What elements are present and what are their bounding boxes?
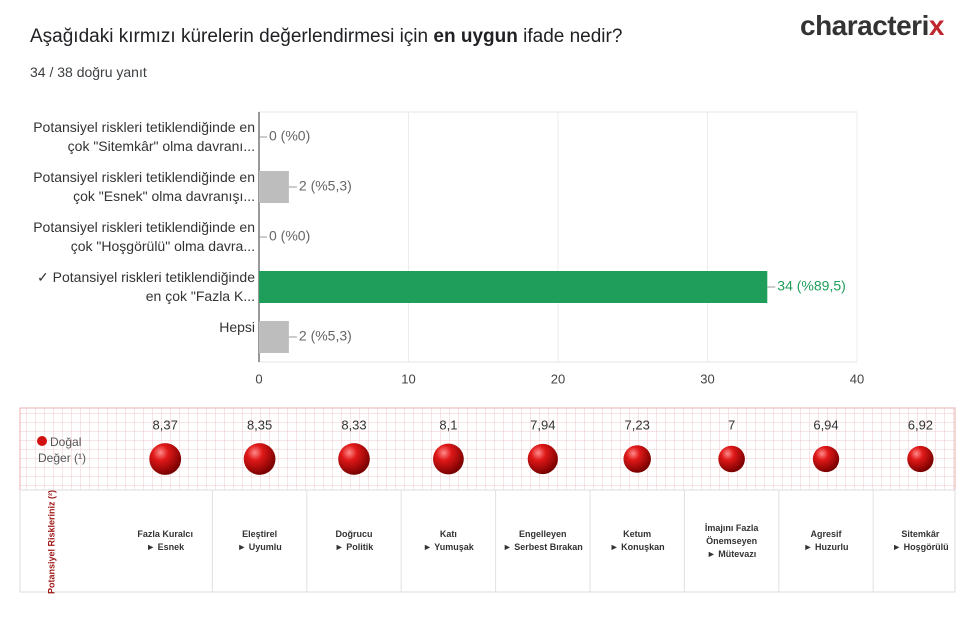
- subtitle: 34 / 38 doğru yanıt: [30, 64, 147, 80]
- category-name: Ketum: [623, 529, 652, 539]
- value-label: 8,37: [153, 417, 178, 432]
- category-counterpart: ► Esnek: [146, 542, 185, 552]
- dot: [338, 443, 370, 475]
- category: Katı ► Yumuşak: [404, 500, 492, 582]
- category: Agresif ► Huzurlu: [782, 500, 870, 582]
- category-counterpart: ► Huzurlu: [803, 542, 849, 552]
- dot: [433, 443, 464, 475]
- category-label: Hepsi: [219, 319, 255, 335]
- category-name: İmajını Fazla Önemseyen: [704, 522, 759, 546]
- x-tick-label: 10: [401, 371, 415, 386]
- category: Sitemkâr ► Hoşgörülü: [876, 500, 960, 582]
- value-label: 8,35: [247, 417, 272, 432]
- logo: characterix: [800, 10, 944, 42]
- x-tick-label: 30: [700, 371, 714, 386]
- category: İmajını Fazla Önemseyen ► Mütevazı: [688, 500, 776, 582]
- dot: [718, 445, 745, 473]
- category-name: Agresif: [810, 529, 842, 539]
- dot: [243, 443, 276, 475]
- bar: [259, 321, 289, 353]
- dot: [907, 445, 934, 473]
- x-tick-label: 0: [255, 371, 262, 386]
- category-label: ✓ Potansiyel riskleri tetiklendiğinde en…: [37, 269, 255, 304]
- value-label: 7,94: [530, 417, 555, 432]
- category-counterpart: ► Serbest Bırakan: [502, 542, 583, 552]
- value-label: 8,1: [439, 417, 457, 432]
- bar: [259, 171, 289, 203]
- category-name: Eleştirel: [242, 529, 278, 539]
- category-counterpart: ► Konuşkan: [609, 542, 665, 552]
- category-label: Potansiyel riskleri tetiklendiğinde en ç…: [33, 169, 255, 204]
- dot: [623, 445, 651, 473]
- value-label: 34 (%89,5): [777, 278, 845, 294]
- category-counterpart: ► Mütevazı: [706, 548, 757, 559]
- category: Doğrucu ► Politik: [310, 500, 398, 582]
- logo-part: x: [928, 10, 945, 41]
- category-counterpart: ► Politik: [334, 542, 374, 552]
- column-label: Potansiyel Riskleriniz (²): [46, 490, 56, 594]
- value-label: 7: [728, 417, 735, 432]
- category: Engelleyen ► Serbest Bırakan: [499, 500, 587, 582]
- bar: [259, 271, 768, 303]
- category-name: Fazla Kuralcı: [137, 529, 193, 539]
- dot: [812, 445, 840, 473]
- value-label: 0 (%0): [269, 228, 310, 244]
- category-panel: [19, 489, 956, 593]
- value-label: 7,23: [625, 417, 650, 432]
- category: Eleştirel ► Uyumlu: [216, 500, 304, 582]
- title-part: Aşağıdaki kırmızı kürelerin değerlendirm…: [30, 26, 434, 47]
- question-title: Aşağıdaki kırmızı kürelerin değerlendirm…: [30, 26, 622, 48]
- title-part: en uygun: [433, 26, 518, 47]
- value-label: 2 (%5,3): [299, 178, 352, 194]
- value-label: 2 (%5,3): [299, 328, 352, 344]
- category-counterpart: ► Uyumlu: [237, 542, 282, 552]
- category-name: Katı: [439, 529, 457, 539]
- value-label: 0 (%0): [269, 128, 310, 144]
- value-label: 6,92: [908, 417, 933, 432]
- value-label: 6,94: [813, 417, 838, 432]
- dot: [527, 443, 558, 475]
- value-label: 8,33: [341, 417, 366, 432]
- category-label: Potansiyel riskleri tetiklendiğinde en ç…: [33, 219, 255, 254]
- row-label: Doğal Değer (¹): [38, 435, 87, 465]
- x-tick-label: 40: [850, 371, 864, 386]
- category-name: Doğrucu: [335, 529, 373, 539]
- x-tick-label: 20: [551, 371, 565, 386]
- category-name: Engelleyen: [519, 529, 567, 539]
- category: Ketum ► Konuşkan: [593, 500, 681, 582]
- legend-dot: [37, 436, 47, 446]
- category-counterpart: ► Hoşgörülü: [892, 542, 949, 552]
- category-label: Potansiyel riskleri tetiklendiğinde en ç…: [33, 119, 255, 154]
- category: Fazla Kuralcı ► Esnek: [121, 500, 209, 582]
- dot: [149, 443, 182, 475]
- logo-part: characteri: [800, 10, 929, 41]
- category-name: Sitemkâr: [901, 529, 940, 539]
- category-counterpart: ► Yumuşak: [423, 542, 474, 552]
- title-part: ifade nedir?: [517, 26, 623, 47]
